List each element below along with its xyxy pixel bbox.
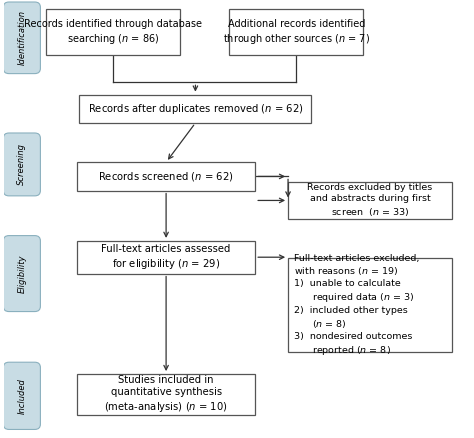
FancyBboxPatch shape [229,10,363,55]
Text: Records screened ($n$ = 62): Records screened ($n$ = 62) [99,170,234,183]
FancyBboxPatch shape [46,10,180,55]
Text: Eligibility: Eligibility [18,254,27,293]
Text: Records excluded by titles
and abstracts during first
screen  ($n$ = 33): Records excluded by titles and abstracts… [308,183,433,218]
Text: Full-text articles excluded,
with reasons ($n$ = 19)
1)  unable to calculate
   : Full-text articles excluded, with reason… [294,254,419,357]
Text: Additional records identified
through other sources ($n$ = 7): Additional records identified through ot… [223,19,370,46]
Text: Identification: Identification [18,11,27,65]
FancyBboxPatch shape [3,236,40,311]
Text: Full-text articles assessed
for eligibility ($n$ = 29): Full-text articles assessed for eligibil… [101,244,231,271]
FancyBboxPatch shape [77,374,255,416]
FancyBboxPatch shape [3,362,40,429]
FancyBboxPatch shape [288,258,452,352]
FancyBboxPatch shape [77,241,255,274]
Text: Included: Included [18,378,27,414]
Text: Screening: Screening [18,143,27,185]
FancyBboxPatch shape [79,95,311,123]
FancyBboxPatch shape [288,182,452,219]
FancyBboxPatch shape [3,2,40,74]
FancyBboxPatch shape [77,162,255,191]
Text: Studies included in
quantitative synthesis
(meta-analysis) ($n$ = 10): Studies included in quantitative synthes… [104,375,228,414]
Text: Records identified through database
searching ($n$ = 86): Records identified through database sear… [24,19,202,46]
FancyBboxPatch shape [3,133,40,196]
Text: Records after duplicates removed ($n$ = 62): Records after duplicates removed ($n$ = … [88,102,303,116]
